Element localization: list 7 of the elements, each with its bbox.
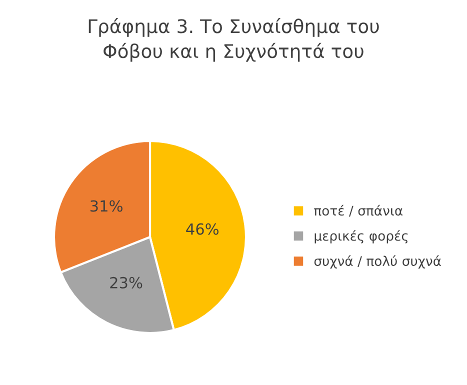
data-label: 23% — [110, 276, 142, 288]
legend-label: συχνά / πολύ συχνά — [314, 255, 441, 269]
chart-title: Γράφημα 3. Το Συναίσθημα του Φόβου και η Συχνότητά του — [88, 18, 379, 62]
data-label: 31% — [90, 200, 122, 212]
data-label: 46% — [186, 223, 219, 235]
legend-label: ποτέ / σπάνια — [314, 204, 402, 217]
legend-label: μερικές φορές — [314, 230, 408, 244]
